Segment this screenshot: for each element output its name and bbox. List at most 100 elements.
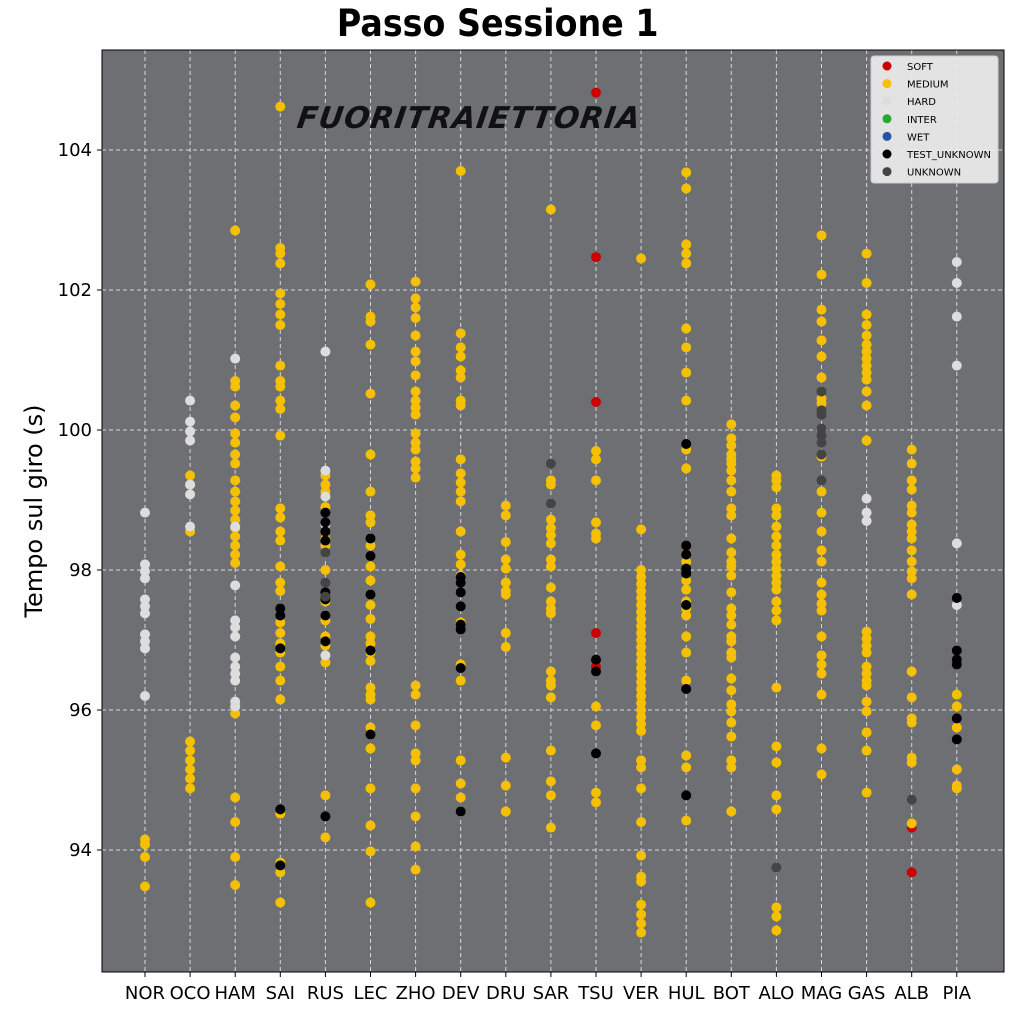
point-medium-gas-365 bbox=[861, 640, 872, 651]
point-hard-nor-10 bbox=[140, 691, 150, 701]
point-medium-alo-314 bbox=[771, 615, 782, 626]
y-tick-label-4: 102 bbox=[58, 280, 92, 301]
series-test-unknown bbox=[275, 439, 962, 871]
point-medium-alo-312 bbox=[771, 596, 782, 607]
point-medium-pia-397 bbox=[951, 689, 962, 700]
point-medium-alo-305 bbox=[771, 540, 782, 551]
point-medium-lec-87 bbox=[365, 339, 376, 350]
point-unknown-alb-14 bbox=[906, 794, 917, 805]
point-medium-mag-325 bbox=[816, 304, 827, 315]
point-medium-dru-162 bbox=[500, 510, 511, 521]
point-medium-bot-270 bbox=[726, 458, 737, 469]
point-medium-zho-124 bbox=[410, 437, 421, 448]
point-medium-rus-83 bbox=[320, 832, 331, 843]
point-medium-dev-160 bbox=[455, 792, 466, 803]
point-medium-lec-91 bbox=[365, 510, 376, 521]
chart-title: Passo Sessione 1 bbox=[336, 2, 659, 45]
x-tick-label-hul: HUL bbox=[668, 983, 705, 1004]
point-medium-bot-282 bbox=[726, 603, 737, 614]
point-medium-gas-371 bbox=[861, 696, 872, 707]
point-medium-ver-205 bbox=[636, 253, 647, 264]
point-medium-ham-29 bbox=[230, 540, 241, 551]
point-medium-sai-68 bbox=[275, 867, 286, 878]
point-unknown-mag-13 bbox=[816, 475, 827, 486]
point-medium-tsu-201 bbox=[591, 701, 601, 712]
point-medium-lec-96 bbox=[365, 600, 376, 610]
point-medium-dru-171 bbox=[500, 752, 511, 763]
point-medium-ver-233 bbox=[636, 783, 647, 794]
point-medium-hul-245 bbox=[681, 248, 692, 259]
legend: SOFT MEDIUM HARD INTER WET TEST_UNKNOWN UNKNOW… bbox=[870, 55, 999, 184]
point-medium-lec-105 bbox=[365, 722, 376, 733]
point-medium-lec-95 bbox=[365, 575, 376, 586]
point-medium-lec-110 bbox=[365, 897, 376, 908]
point-hard-pia-44 bbox=[951, 600, 962, 610]
point-test-unknown-lec-14 bbox=[365, 533, 376, 544]
plot-area bbox=[102, 50, 1004, 972]
point-unknown-sar-4 bbox=[545, 498, 556, 509]
point-medium-sai-56 bbox=[275, 561, 286, 572]
point-hard-pia-39 bbox=[951, 257, 962, 267]
point-test-unknown-hul-37 bbox=[681, 790, 692, 801]
point-medium-rus-71 bbox=[320, 479, 331, 490]
point-hard-pia-42 bbox=[951, 360, 962, 371]
point-medium-sar-181 bbox=[545, 554, 556, 565]
point-medium-lec-98 bbox=[365, 631, 376, 642]
point-test-unknown-tsu-28 bbox=[591, 666, 601, 677]
point-medium-ham-18 bbox=[230, 428, 241, 439]
x-tick-label-bot: BOT bbox=[713, 983, 751, 1004]
point-medium-dev-150 bbox=[455, 496, 466, 507]
point-medium-alb-380 bbox=[906, 500, 917, 511]
series-hard bbox=[140, 257, 962, 712]
point-medium-lec-101 bbox=[365, 656, 376, 666]
point-medium-ham-24 bbox=[230, 496, 241, 507]
point-test-unknown-hul-30 bbox=[681, 439, 692, 449]
point-medium-hul-262 bbox=[681, 750, 692, 761]
point-medium-alb-378 bbox=[906, 475, 917, 486]
point-hard-oco-11 bbox=[185, 395, 196, 406]
point-unknown-mag-10 bbox=[816, 430, 827, 441]
point-medium-ver-214 bbox=[636, 614, 647, 624]
point-medium-sar-179 bbox=[545, 530, 556, 540]
point-medium-dev-159 bbox=[455, 778, 466, 789]
point-medium-dru-170 bbox=[500, 642, 511, 652]
point-medium-ver-222 bbox=[636, 670, 647, 680]
point-hard-pia-40 bbox=[951, 278, 962, 288]
y-tick-label-2: 98 bbox=[69, 560, 92, 581]
point-medium-ver-212 bbox=[636, 600, 647, 610]
point-medium-gas-375 bbox=[861, 787, 872, 798]
point-medium-dev-141 bbox=[455, 351, 466, 362]
point-medium-ham-20 bbox=[230, 449, 241, 460]
point-test-unknown-hul-35 bbox=[681, 600, 692, 610]
point-unknown-alo-5 bbox=[771, 862, 782, 873]
point-medium-zho-123 bbox=[410, 428, 421, 439]
point-hard-nor-7 bbox=[140, 629, 150, 640]
point-soft-tsu-0 bbox=[591, 87, 601, 98]
point-medium-sai-57 bbox=[275, 577, 286, 588]
point-test-unknown-sai-2 bbox=[275, 643, 286, 654]
x-tick-label-sar: SAR bbox=[533, 983, 570, 1004]
point-medium-mag-324 bbox=[816, 269, 827, 280]
point-medium-ham-35 bbox=[230, 817, 241, 827]
point-medium-sar-182 bbox=[545, 561, 556, 572]
point-medium-mag-344 bbox=[816, 659, 827, 670]
point-medium-lec-86 bbox=[365, 316, 376, 327]
point-hard-ham-19 bbox=[230, 521, 241, 532]
point-medium-sar-177 bbox=[545, 514, 556, 525]
point-medium-bot-277 bbox=[726, 547, 737, 558]
watermark-logo: FUORITRAIETTORIA bbox=[295, 101, 643, 136]
point-medium-hul-247 bbox=[681, 323, 692, 334]
point-medium-zho-129 bbox=[410, 680, 421, 691]
point-medium-lec-93 bbox=[365, 540, 376, 551]
point-medium-tsu-198 bbox=[591, 517, 601, 528]
point-medium-mag-327 bbox=[816, 335, 827, 346]
x-tick-label-lec: LEC bbox=[354, 983, 388, 1004]
point-medium-dev-140 bbox=[455, 342, 466, 353]
point-medium-zho-127 bbox=[410, 463, 421, 474]
point-medium-bot-294 bbox=[726, 731, 737, 742]
point-medium-mag-326 bbox=[816, 316, 827, 327]
point-test-unknown-dev-22 bbox=[455, 601, 466, 612]
point-medium-dev-152 bbox=[455, 549, 466, 560]
point-medium-sai-63 bbox=[275, 661, 286, 672]
point-medium-alb-382 bbox=[906, 519, 917, 530]
